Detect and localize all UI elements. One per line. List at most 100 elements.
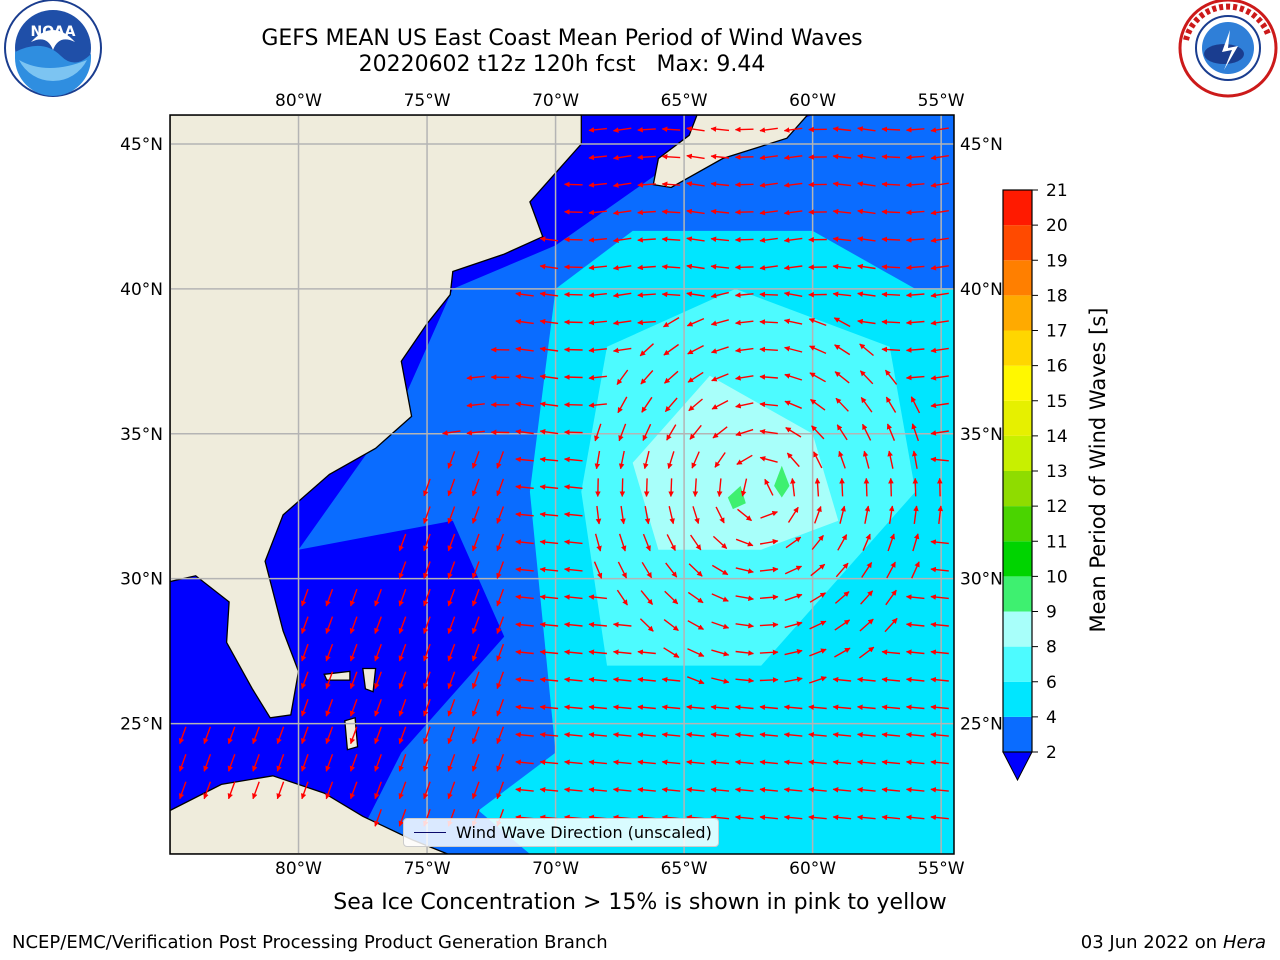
- direction-arrow: [692, 478, 699, 497]
- direction-arrow: [785, 427, 802, 438]
- direction-arrow: [539, 594, 559, 600]
- direction-arrow: [734, 732, 754, 738]
- direction-arrow: [515, 539, 534, 545]
- direction-arrow: [178, 754, 187, 772]
- direction-arrow: [539, 539, 559, 545]
- direction-arrow: [832, 759, 852, 766]
- direction-arrow: [594, 450, 601, 470]
- colorbar-bin-10: [1003, 365, 1032, 401]
- direction-arrow: [666, 424, 677, 441]
- colorbar-tick-label: 19: [1046, 251, 1068, 271]
- direction-arrow: [423, 561, 431, 579]
- direction-arrow: [857, 704, 876, 711]
- direction-arrow: [642, 533, 651, 552]
- direction-arrow: [588, 182, 607, 188]
- direction-arrow: [690, 534, 702, 551]
- direction-arrow: [686, 787, 705, 793]
- direction-arrow: [423, 616, 431, 635]
- direction-arrow: [252, 754, 260, 772]
- land-bahamas-abaco: [362, 667, 377, 693]
- direction-arrow: [398, 698, 407, 717]
- direction-arrow: [735, 375, 754, 381]
- direction-arrow: [905, 814, 925, 821]
- direction-arrow: [832, 208, 852, 215]
- direction-arrow: [588, 127, 607, 133]
- direction-arrow: [471, 754, 480, 772]
- direction-arrow: [930, 209, 949, 216]
- direction-arrow: [423, 754, 431, 772]
- direction-arrow: [759, 814, 778, 821]
- direction-arrow: [564, 649, 583, 655]
- lat-tick-left: 45°N: [120, 135, 163, 155]
- direction-arrow: [734, 787, 754, 793]
- direction-arrow: [834, 591, 850, 604]
- direction-arrow: [834, 371, 850, 384]
- direction-arrow: [814, 505, 822, 524]
- lon-tick-bottom: 60°W: [789, 859, 836, 879]
- direction-arrow: [734, 181, 754, 188]
- lat-tick-left: 35°N: [120, 425, 163, 445]
- direction-arrow: [714, 452, 726, 468]
- colorbar-tick-label: 10: [1046, 567, 1068, 587]
- direction-arrow: [930, 182, 949, 188]
- direction-arrow: [588, 347, 607, 353]
- direction-arrow: [661, 704, 681, 711]
- direction-arrow: [398, 809, 407, 827]
- direction-arrow: [715, 506, 725, 524]
- direction-arrow: [539, 429, 559, 435]
- direction-arrow: [759, 291, 778, 298]
- land-masses: [170, 115, 809, 854]
- direction-arrow: [861, 423, 872, 441]
- direction-arrow: [398, 671, 407, 690]
- direction-arrow: [832, 732, 852, 738]
- direction-arrow: [661, 181, 681, 188]
- direction-arrow: [834, 344, 851, 356]
- direction-arrow: [466, 429, 485, 436]
- direction-arrow: [496, 726, 505, 745]
- direction-arrow: [832, 291, 852, 298]
- direction-arrow: [710, 153, 730, 160]
- direction-arrow: [515, 511, 534, 518]
- direction-arrow: [564, 511, 583, 518]
- direction-arrow: [711, 677, 730, 684]
- direction-arrow: [686, 704, 705, 711]
- colorbar-bin-0: [1003, 716, 1032, 752]
- noaa-logo-text: NOAA: [31, 24, 76, 40]
- direction-arrow: [930, 430, 949, 436]
- direction-arrow: [735, 402, 754, 409]
- direction-arrow: [637, 787, 656, 793]
- direction-arrow: [539, 621, 559, 628]
- direction-arrow: [808, 318, 827, 327]
- direction-arrow: [808, 759, 827, 766]
- colorbar-tick-label: 11: [1046, 532, 1068, 552]
- direction-arrow: [759, 759, 778, 766]
- direction-arrow: [881, 181, 901, 188]
- direction-arrow: [735, 595, 754, 601]
- lat-tick-right: 25°N: [960, 715, 1003, 735]
- direction-arrow: [808, 787, 827, 793]
- direction-arrow: [447, 533, 456, 552]
- direction-arrow: [447, 616, 456, 635]
- direction-arrow: [539, 456, 559, 463]
- direction-arrow: [471, 561, 480, 579]
- direction-arrow: [588, 264, 607, 271]
- direction-arrow: [564, 732, 583, 738]
- direction-arrow: [515, 704, 534, 711]
- direction-arrow: [325, 698, 334, 717]
- direction-arrow: [398, 616, 407, 635]
- direction-arrow: [588, 676, 607, 683]
- direction-arrow: [667, 451, 675, 470]
- colorbar-tick-label: 4: [1046, 708, 1057, 728]
- direction-arrow: [588, 292, 607, 298]
- direction-arrow: [783, 759, 803, 766]
- direction-arrow: [687, 648, 705, 657]
- direction-arrow: [809, 592, 826, 603]
- direction-arrow: [515, 787, 534, 793]
- direction-arrow: [496, 781, 505, 800]
- direction-arrow: [759, 428, 778, 435]
- direction-arrow: [349, 726, 358, 745]
- direction-arrow: [734, 236, 754, 243]
- direction-arrow: [862, 533, 871, 551]
- direction-arrow: [300, 754, 309, 772]
- direction-arrow: [857, 181, 876, 187]
